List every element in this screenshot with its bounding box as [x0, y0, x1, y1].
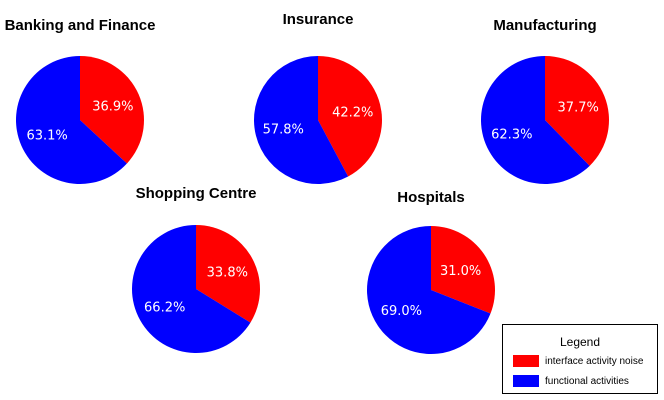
slice-label: 62.3% — [491, 128, 532, 143]
legend-swatch-blue — [513, 375, 539, 387]
pie-slice-interface-activity-noise — [431, 226, 495, 314]
pie-title: Hospitals — [397, 189, 465, 206]
slice-label: 36.9% — [92, 100, 133, 115]
pie-shopping-centre: Shopping Centre 33.8% 66.2% — [132, 185, 260, 353]
legend-title: Legend — [559, 335, 601, 349]
legend-item-interface-activity-noise: interface activity noise — [513, 355, 643, 367]
slice-label: 33.8% — [207, 266, 248, 281]
pie-hospitals: Hospitals 31.0% 69.0% — [367, 189, 495, 354]
legend-swatch-red — [513, 355, 539, 367]
pie-slice-functional-activities — [254, 56, 349, 184]
pie-slice-functional-activities — [481, 56, 590, 185]
pie-slice-interface-activity-noise — [318, 56, 382, 177]
slice-label: 42.2% — [332, 105, 373, 120]
pie-banking-and-finance: Banking and Finance 36.9% 63.1% — [5, 17, 156, 184]
legend-label: interface activity noise — [545, 355, 644, 367]
slice-label: 69.0% — [381, 304, 422, 319]
pie-title: Insurance — [283, 11, 354, 28]
pie-slice-functional-activities — [132, 225, 251, 353]
legend-item-functional-activities: functional activities — [513, 375, 629, 387]
pie-slice-functional-activities — [367, 226, 491, 354]
slice-label: 31.0% — [440, 264, 481, 279]
legend-label: functional activities — [545, 375, 629, 387]
pie-title: Manufacturing — [493, 17, 596, 34]
slice-label: 66.2% — [144, 300, 185, 315]
pie-slice-interface-activity-noise — [545, 56, 609, 166]
pie-title: Banking and Finance — [5, 17, 156, 34]
pie-insurance: Insurance 42.2% 57.8% — [254, 11, 382, 184]
pie-slice-interface-activity-noise — [80, 56, 144, 164]
slice-label: 63.1% — [26, 128, 67, 143]
legend: Legend interface activity noise function… — [502, 324, 658, 394]
pie-slice-functional-activities — [15, 56, 127, 184]
pie-title: Shopping Centre — [136, 185, 257, 202]
slice-label: 57.8% — [263, 123, 304, 138]
pie-slice-interface-activity-noise — [196, 225, 260, 323]
pie-manufacturing: Manufacturing 37.7% 62.3% — [481, 17, 609, 185]
slice-label: 37.7% — [558, 100, 599, 115]
